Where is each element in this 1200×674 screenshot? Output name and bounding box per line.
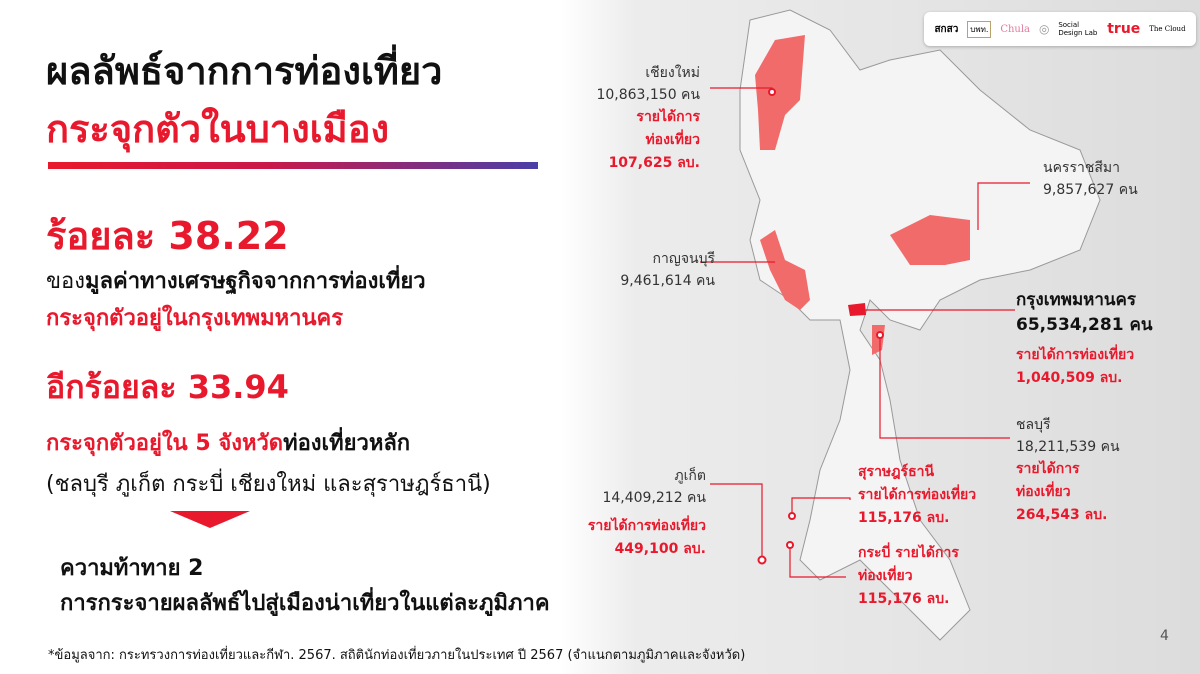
visitors: 65,534,281 คน bbox=[1016, 315, 1153, 335]
stat2-value: อีกร้อยละ 33.94 bbox=[46, 368, 289, 406]
revenue-label: รายได้การ bbox=[636, 109, 700, 125]
province-chiangmai bbox=[755, 35, 805, 150]
revenue-label: ท่องเที่ยว bbox=[1016, 484, 1071, 500]
province-name: ภูเก็ต bbox=[674, 468, 706, 484]
page-title-line2: กระจุกตัวในบางเมือง bbox=[46, 107, 390, 151]
revenue-label: รายได้การท่องเที่ยว bbox=[1016, 347, 1135, 363]
logo-seal: ◎ bbox=[1038, 22, 1050, 36]
stat1-line2: กระจุกตัวอยู่ในกรุงเทพมหานคร bbox=[46, 306, 344, 331]
province-name: กระบี่ รายได้การ bbox=[858, 545, 959, 561]
logo-social-design-lab: Social Design Lab bbox=[1058, 21, 1098, 37]
logo-pmua: บพท. bbox=[967, 20, 992, 38]
logo-true: true bbox=[1107, 21, 1141, 37]
revenue-value: 107,625 ลบ. bbox=[608, 155, 700, 171]
province-kanchanaburi bbox=[760, 230, 810, 310]
label-krabi: กระบี่ รายได้การ ท่องเที่ยว 115,176 ลบ. bbox=[858, 542, 959, 611]
logo-chula: Chula bbox=[1000, 23, 1031, 35]
province-name: เชียงใหม่ bbox=[645, 65, 700, 81]
visitors: 9,461,614 คน bbox=[620, 273, 715, 289]
province-korat bbox=[890, 215, 970, 265]
label-surat: สุราษฎร์ธานี รายได้การท่องเที่ยว 115,176… bbox=[858, 461, 976, 530]
stat2-line1: กระจุกตัวอยู่ใน 5 จังหวัดท่องเที่ยวหลัก bbox=[46, 425, 410, 460]
revenue-value: 115,176 ลบ. bbox=[858, 591, 950, 607]
label-chiangmai: เชียงใหม่ 10,863,150 คน รายได้การ ท่องเท… bbox=[596, 62, 700, 175]
logo-the-cloud: The Cloud bbox=[1149, 25, 1186, 33]
visitors: 14,409,212 คน bbox=[602, 490, 706, 506]
title-underline bbox=[48, 162, 538, 169]
revenue-label: ท่องเที่ยว bbox=[645, 132, 700, 148]
stat2-black: ท่องเที่ยวหลัก bbox=[283, 431, 411, 456]
province-name: สุราษฎร์ธานี bbox=[858, 464, 935, 480]
revenue-label: รายได้การ bbox=[1016, 461, 1080, 477]
province-chonburi bbox=[872, 325, 885, 355]
location-markers bbox=[757, 88, 884, 565]
province-name: นครราชสีมา bbox=[1043, 160, 1120, 176]
visitors: 10,863,150 คน bbox=[596, 87, 700, 103]
stat2-line2: (ชลบุรี ภูเก็ต กระบี่ เชียงใหม่ และสุราษ… bbox=[46, 472, 491, 497]
revenue-label: รายได้การท่องเที่ยว bbox=[587, 518, 706, 534]
stat1-value: ร้อยละ 38.22 bbox=[46, 214, 289, 258]
visitors: 18,211,539 คน bbox=[1016, 439, 1120, 455]
revenue-label: รายได้การท่องเที่ยว bbox=[858, 487, 977, 503]
footnote: *ข้อมูลจาก: กระทรวงการท่องเที่ยวและกีฬา.… bbox=[48, 648, 746, 663]
stat1-prefix: ของ bbox=[46, 269, 85, 294]
challenge-text: การกระจายผลลัพธ์ไปสู่เมืองน่าเที่ยวในแต่… bbox=[60, 591, 550, 616]
label-korat: นครราชสีมา 9,857,627 คน bbox=[1043, 157, 1138, 201]
label-chonburi: ชลบุรี 18,211,539 คน รายได้การ ท่องเที่ย… bbox=[1016, 414, 1120, 527]
page-number: 4 bbox=[1160, 628, 1169, 644]
stat2-red: กระจุกตัวอยู่ใน 5 จังหวัด bbox=[46, 431, 284, 456]
label-kanchanaburi: กาญจนบุรี 9,461,614 คน bbox=[620, 248, 715, 292]
challenge-title: ความท้าทาย 2 bbox=[60, 556, 204, 581]
revenue-value: 264,543 ลบ. bbox=[1016, 507, 1108, 523]
revenue-value: 449,100 ลบ. bbox=[614, 541, 706, 557]
stat1-bold: มูลค่าทางเศรษฐกิจจากการท่องเที่ยว bbox=[85, 269, 426, 294]
stat1-line1: ของมูลค่าทางเศรษฐกิจจากการท่องเที่ยว bbox=[46, 263, 426, 298]
thailand-map bbox=[700, 9, 1101, 641]
province-bangkok bbox=[848, 303, 866, 316]
revenue-value: 115,176 ลบ. bbox=[858, 510, 950, 526]
revenue-value: 1,040,509 ลบ. bbox=[1016, 370, 1123, 386]
partner-logos: สกสว บพท. Chula ◎ Social Design Lab true… bbox=[924, 12, 1196, 46]
down-arrow-icon bbox=[170, 511, 250, 528]
revenue-label: ท่องเที่ยว bbox=[858, 568, 913, 584]
thailand-outline bbox=[739, 9, 1101, 641]
visitors: 9,857,627 คน bbox=[1043, 182, 1138, 198]
logo-tsri: สกสว bbox=[934, 23, 959, 35]
province-name: กรุงเทพมหานคร bbox=[1016, 290, 1137, 310]
province-name: ชลบุรี bbox=[1016, 417, 1051, 433]
label-phuket: ภูเก็ต 14,409,212 คน รายได้การท่องเที่ยว… bbox=[588, 465, 706, 561]
province-name: กาญจนบุรี bbox=[652, 251, 715, 267]
page-title-line1: ผลลัพธ์จากการท่องเที่ยว bbox=[46, 49, 443, 93]
label-bangkok: กรุงเทพมหานคร 65,534,281 คน รายได้การท่อ… bbox=[1016, 288, 1152, 390]
